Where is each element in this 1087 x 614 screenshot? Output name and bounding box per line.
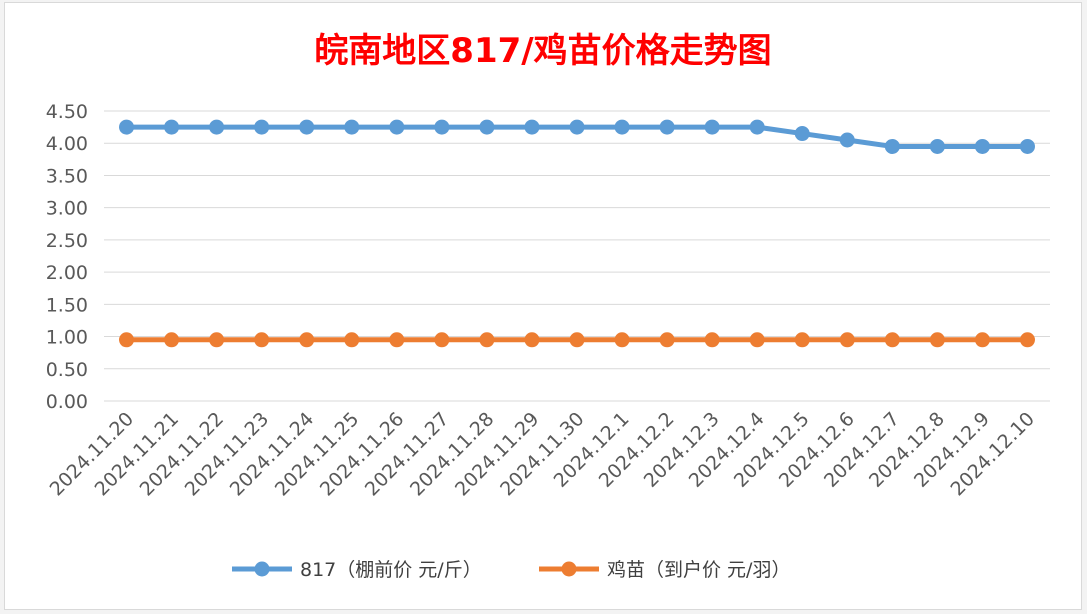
data-point (839, 332, 855, 348)
data-point (344, 332, 360, 348)
y-tick-label: 1.50 (46, 294, 88, 316)
data-point (929, 332, 945, 348)
legend-entry: 817（棚前价 元/斤） (232, 559, 482, 581)
legend: 817（棚前价 元/斤） 鸡苗（到户价 元/羽） (232, 559, 790, 581)
data-point (524, 332, 540, 348)
data-point (839, 132, 855, 148)
y-tick-label: 0.00 (46, 391, 88, 413)
data-point (884, 138, 900, 154)
legend-label: 鸡苗（到户价 元/羽） (607, 559, 790, 581)
data-point (164, 332, 180, 348)
data-point (794, 126, 810, 142)
data-point (344, 119, 360, 135)
data-point (479, 332, 495, 348)
data-point (569, 119, 585, 135)
data-point (119, 119, 135, 135)
data-point (254, 119, 270, 135)
data-point (704, 332, 720, 348)
data-point (524, 119, 540, 135)
y-tick-label: 3.50 (46, 165, 88, 187)
x-axis-ticks: 2024.11.202024.11.212024.11.222024.11.23… (46, 408, 1039, 500)
data-point (884, 332, 900, 348)
data-point (794, 332, 810, 348)
y-tick-label: 2.50 (46, 230, 88, 252)
data-point (1019, 138, 1035, 154)
series-1 (119, 119, 1035, 154)
data-point (929, 138, 945, 154)
data-point (659, 332, 675, 348)
y-tick-label: 1.00 (46, 327, 88, 349)
chart-frame: 皖南地区817/鸡苗价格走势图 (4, 2, 1082, 610)
data-point (974, 138, 990, 154)
y-tick-label: 4.50 (46, 101, 88, 123)
data-point (434, 332, 450, 348)
data-point (704, 119, 720, 135)
series-layer (119, 119, 1035, 348)
data-point (614, 119, 630, 135)
data-point (299, 119, 315, 135)
y-tick-label: 3.00 (46, 198, 88, 220)
data-point (659, 119, 675, 135)
data-point (119, 332, 135, 348)
series-2 (119, 332, 1035, 348)
data-point (209, 332, 225, 348)
data-point (209, 119, 225, 135)
data-point (749, 119, 765, 135)
data-point (749, 332, 765, 348)
y-tick-label: 2.00 (46, 262, 88, 284)
data-point (434, 119, 450, 135)
legend-marker (561, 561, 577, 577)
data-point (164, 119, 180, 135)
data-point (299, 332, 315, 348)
data-point (569, 332, 585, 348)
y-tick-label: 0.50 (46, 359, 88, 381)
data-point (614, 332, 630, 348)
chart-title: 皖南地区817/鸡苗价格走势图 (314, 31, 772, 71)
legend-label: 817（棚前价 元/斤） (300, 559, 482, 581)
legend-entry: 鸡苗（到户价 元/羽） (539, 559, 790, 581)
gridlines (104, 110, 1050, 402)
data-point (479, 119, 495, 135)
data-point (1019, 332, 1035, 348)
legend-marker (254, 561, 270, 577)
y-axis-ticks: 0.00 0.50 1.00 1.50 2.00 2.50 3.00 3.50 4.00 4.50 (46, 101, 88, 413)
data-point (974, 332, 990, 348)
data-point (254, 332, 270, 348)
data-point (389, 119, 405, 135)
data-point (389, 332, 405, 348)
y-tick-label: 4.00 (46, 133, 88, 155)
